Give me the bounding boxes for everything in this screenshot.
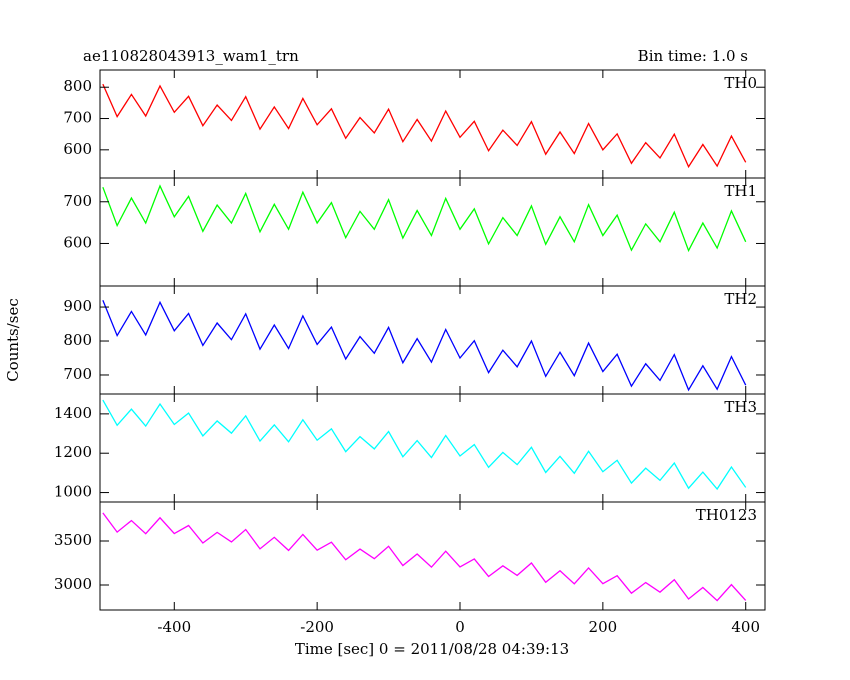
- series-label: TH0123: [696, 506, 757, 524]
- data-line: [102, 399, 747, 491]
- y-tick-label: 600: [63, 233, 92, 251]
- y-tick-label: 1400: [54, 404, 92, 422]
- data-line: [102, 184, 747, 253]
- x-tick-label: 400: [731, 618, 760, 636]
- y-tick-label: 700: [63, 365, 92, 383]
- x-tick-label: 0: [455, 618, 465, 636]
- y-tick-label: 900: [63, 297, 92, 315]
- y-tick-label: 3500: [54, 531, 92, 549]
- y-axis-label: Counts/sec: [4, 298, 22, 382]
- y-tick-label: 800: [63, 77, 92, 95]
- chart-subtitle: Bin time: 1.0 s: [638, 47, 748, 65]
- y-tick-label: 700: [63, 109, 92, 127]
- data-line: [102, 300, 747, 392]
- y-tick-label: 600: [63, 140, 92, 158]
- panel-frame: [99, 393, 766, 503]
- data-line: [102, 512, 747, 602]
- y-tick-label: 800: [63, 331, 92, 349]
- series-label: TH0: [724, 74, 757, 92]
- panel-frame: [99, 501, 766, 611]
- x-axis-label: Time [sec] 0 = 2011/08/28 04:39:13: [295, 640, 569, 658]
- y-tick-label: 3000: [54, 575, 92, 593]
- x-tick-label: -200: [300, 618, 334, 636]
- panel-frame: [99, 69, 766, 179]
- series-label: TH3: [724, 398, 757, 416]
- x-tick-label: -400: [157, 618, 191, 636]
- chart-title: ae110828043913_wam1_trn: [83, 47, 299, 65]
- series-label: TH1: [724, 182, 757, 200]
- y-tick-label: 1000: [54, 483, 92, 501]
- data-line: [102, 83, 747, 169]
- series-label: TH2: [724, 290, 757, 308]
- y-tick-label: 700: [63, 192, 92, 210]
- x-tick-label: 200: [589, 618, 618, 636]
- y-tick-label: 1200: [54, 443, 92, 461]
